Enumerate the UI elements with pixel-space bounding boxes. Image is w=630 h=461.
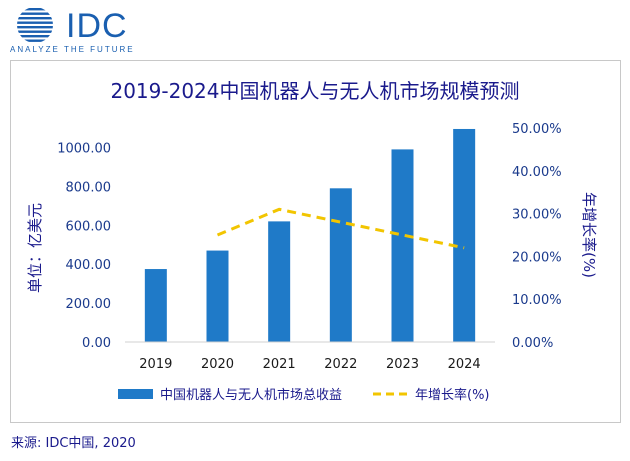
x-tick-label: 2024 xyxy=(448,357,481,372)
bar-2022 xyxy=(329,188,352,342)
y-axis-label: 单位：亿美元 xyxy=(26,203,44,293)
y2-tick-label: 30.00% xyxy=(512,208,562,223)
bar-2021 xyxy=(268,221,291,342)
bar-2024 xyxy=(453,128,476,342)
idc-logo: IDC ANALYZE THE FUTURE xyxy=(6,5,136,57)
y-tick-label: 0.00 xyxy=(82,336,111,351)
logo-tagline: ANALYZE THE FUTURE xyxy=(10,45,135,54)
y2-axis-ticks: 0.00% 10.00% 20.00% 30.00% 40.00% 50.00% xyxy=(512,122,562,351)
legend-bar-swatch xyxy=(118,389,153,399)
y2-tick-label: 40.00% xyxy=(512,165,562,180)
y2-tick-label: 50.00% xyxy=(512,122,562,137)
y2-tick-label: 0.00% xyxy=(512,336,553,351)
source-note: 来源: IDC中国, 2020 xyxy=(11,436,136,451)
y-tick-label: 1000.00 xyxy=(57,141,111,156)
y-tick-label: 600.00 xyxy=(66,219,112,234)
legend: 中国机器人与无人机市场总收益 年增长率(%) xyxy=(118,387,490,403)
y2-axis-label: 年增长率(%) xyxy=(580,192,598,278)
legend-line-label: 年增长率(%) xyxy=(415,387,490,403)
chart-title: 2019-2024中国机器人与无人机市场规模预测 xyxy=(110,79,519,103)
legend-bar-label: 中国机器人与无人机市场总收益 xyxy=(160,387,342,403)
idc-globe-icon xyxy=(17,8,53,42)
y-tick-label: 800.00 xyxy=(66,180,112,195)
growth-line-series xyxy=(216,207,465,250)
x-tick-label: 2023 xyxy=(386,357,419,372)
x-tick-label: 2019 xyxy=(139,357,172,372)
y2-tick-label: 10.00% xyxy=(512,293,562,308)
y-tick-label: 400.00 xyxy=(66,258,112,273)
bar-series xyxy=(144,128,476,342)
x-tick-label: 2020 xyxy=(201,357,234,372)
bar-2023 xyxy=(391,149,414,342)
bar-2020 xyxy=(206,250,229,342)
growth-line xyxy=(216,207,465,250)
y-axis-ticks: 0.00 200.00 400.00 600.00 800.00 1000.00 xyxy=(57,141,111,351)
x-tick-label: 2022 xyxy=(324,357,357,372)
y2-tick-label: 20.00% xyxy=(512,250,562,265)
chart-frame xyxy=(10,60,621,423)
x-axis-ticks: 2019 2020 2021 2022 2023 2024 xyxy=(139,357,480,372)
logo-name: IDC xyxy=(66,7,128,45)
bar-2019 xyxy=(144,269,167,342)
x-tick-label: 2021 xyxy=(263,357,296,372)
y-tick-label: 200.00 xyxy=(66,297,112,312)
